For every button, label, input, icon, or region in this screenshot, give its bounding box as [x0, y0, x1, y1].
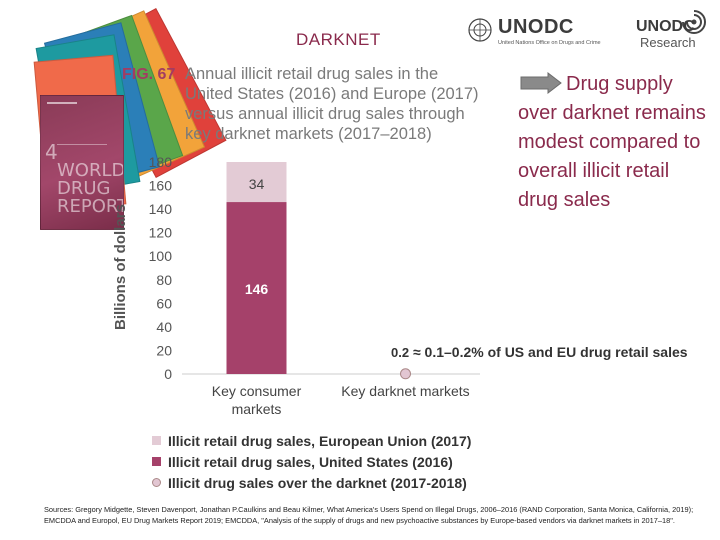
- legend-label: Illicit retail drug sales, European Unio…: [168, 432, 472, 449]
- slide-title: DARKNET: [296, 30, 381, 49]
- legend-dot-darknet: [152, 478, 161, 487]
- y-tick-label: 120: [149, 225, 173, 241]
- legend-swatch-eu: [152, 436, 161, 445]
- darknet-marker: [400, 368, 411, 380]
- y-tick-label: 0: [164, 366, 172, 382]
- callout-arrow-icon: [520, 72, 562, 94]
- cover-title-line: WORLD: [57, 160, 124, 181]
- sources-footnote: Sources: Gregory Midgette, Steven Davenp…: [44, 505, 694, 525]
- callout-message: Drug supply over darknet remains modest …: [518, 73, 706, 211]
- y-tick-label: 80: [156, 272, 172, 288]
- unodc-name: UNODC: [498, 16, 574, 38]
- bar-label-eu: 34: [249, 176, 265, 192]
- y-tick-label: 180: [149, 154, 173, 170]
- chart-legend: Illicit retail drug sales, European Unio…: [152, 430, 471, 493]
- unodc-logo: UNODC United Nations Office on Drugs and…: [468, 16, 608, 52]
- legend-item: Illicit retail drug sales, United States…: [152, 451, 471, 472]
- research-word-unodc: UNODC: [636, 18, 695, 35]
- x-category-label: Key darknet markets: [341, 383, 469, 399]
- y-tick-label: 60: [156, 295, 172, 311]
- callout-text: Drug supply over darknet remains modest …: [518, 70, 708, 215]
- x-category-label: markets: [232, 401, 282, 417]
- report-cover-stack: 4 WORLD DRUG REPORT: [18, 8, 227, 230]
- y-tick-label: 20: [156, 342, 172, 358]
- figure-label: FIG. 67: [122, 66, 176, 83]
- legend-swatch-us: [152, 457, 161, 466]
- legend-item: Illicit drug sales over the darknet (201…: [152, 472, 471, 493]
- bar-us-2016: [226, 202, 287, 374]
- un-emblem-icon: [468, 18, 492, 42]
- darknet-annotation: 0.2 ≈ 0.1–0.2% of US and EU drug retail …: [391, 344, 688, 360]
- bar-label-us: 146: [245, 281, 269, 297]
- chart-canvas: 0 20 40 60 80 100 120 140 160 180 146 34 Key consume…: [149, 154, 480, 417]
- legend-label: Illicit retail drug sales, United States…: [168, 453, 453, 470]
- world-drug-report-cover: 4 WORLD DRUG REPORT: [40, 95, 124, 230]
- bar-chart: 0 20 40 60 80 100 120 140 160 180 146 34 Key consume…: [110, 150, 490, 430]
- cover-title-line: REPORT: [57, 196, 124, 217]
- legend-label: Illicit drug sales over the darknet (201…: [168, 474, 467, 491]
- y-tick-label: 140: [149, 201, 173, 217]
- darknet-annotation-text: ≈ 0.1–0.2% of US and EU drug retail sale…: [412, 344, 688, 360]
- unodc-subtitle: United Nations Office on Drugs and Crime: [498, 40, 601, 46]
- x-category-label: Key consumer: [212, 383, 302, 399]
- y-tick-label: 160: [149, 178, 173, 194]
- darknet-annotation-value: 0.2: [391, 345, 410, 360]
- research-rings-icon: [682, 10, 706, 34]
- cover-number: 4: [45, 140, 58, 164]
- figure-caption: Annual illicit retail drug sales in the …: [185, 65, 479, 143]
- cover-title-line: DRUG: [57, 178, 111, 199]
- research-word-research: Research: [640, 35, 696, 50]
- y-tick-label: 100: [149, 248, 173, 264]
- bar-eu-2017: [226, 162, 287, 203]
- cover-title: WORLD DRUG REPORT: [57, 160, 124, 217]
- y-tick-label: 40: [156, 319, 172, 335]
- legend-item: Illicit retail drug sales, European Unio…: [152, 430, 471, 451]
- unodc-research-logo: UNODC Research: [632, 8, 712, 50]
